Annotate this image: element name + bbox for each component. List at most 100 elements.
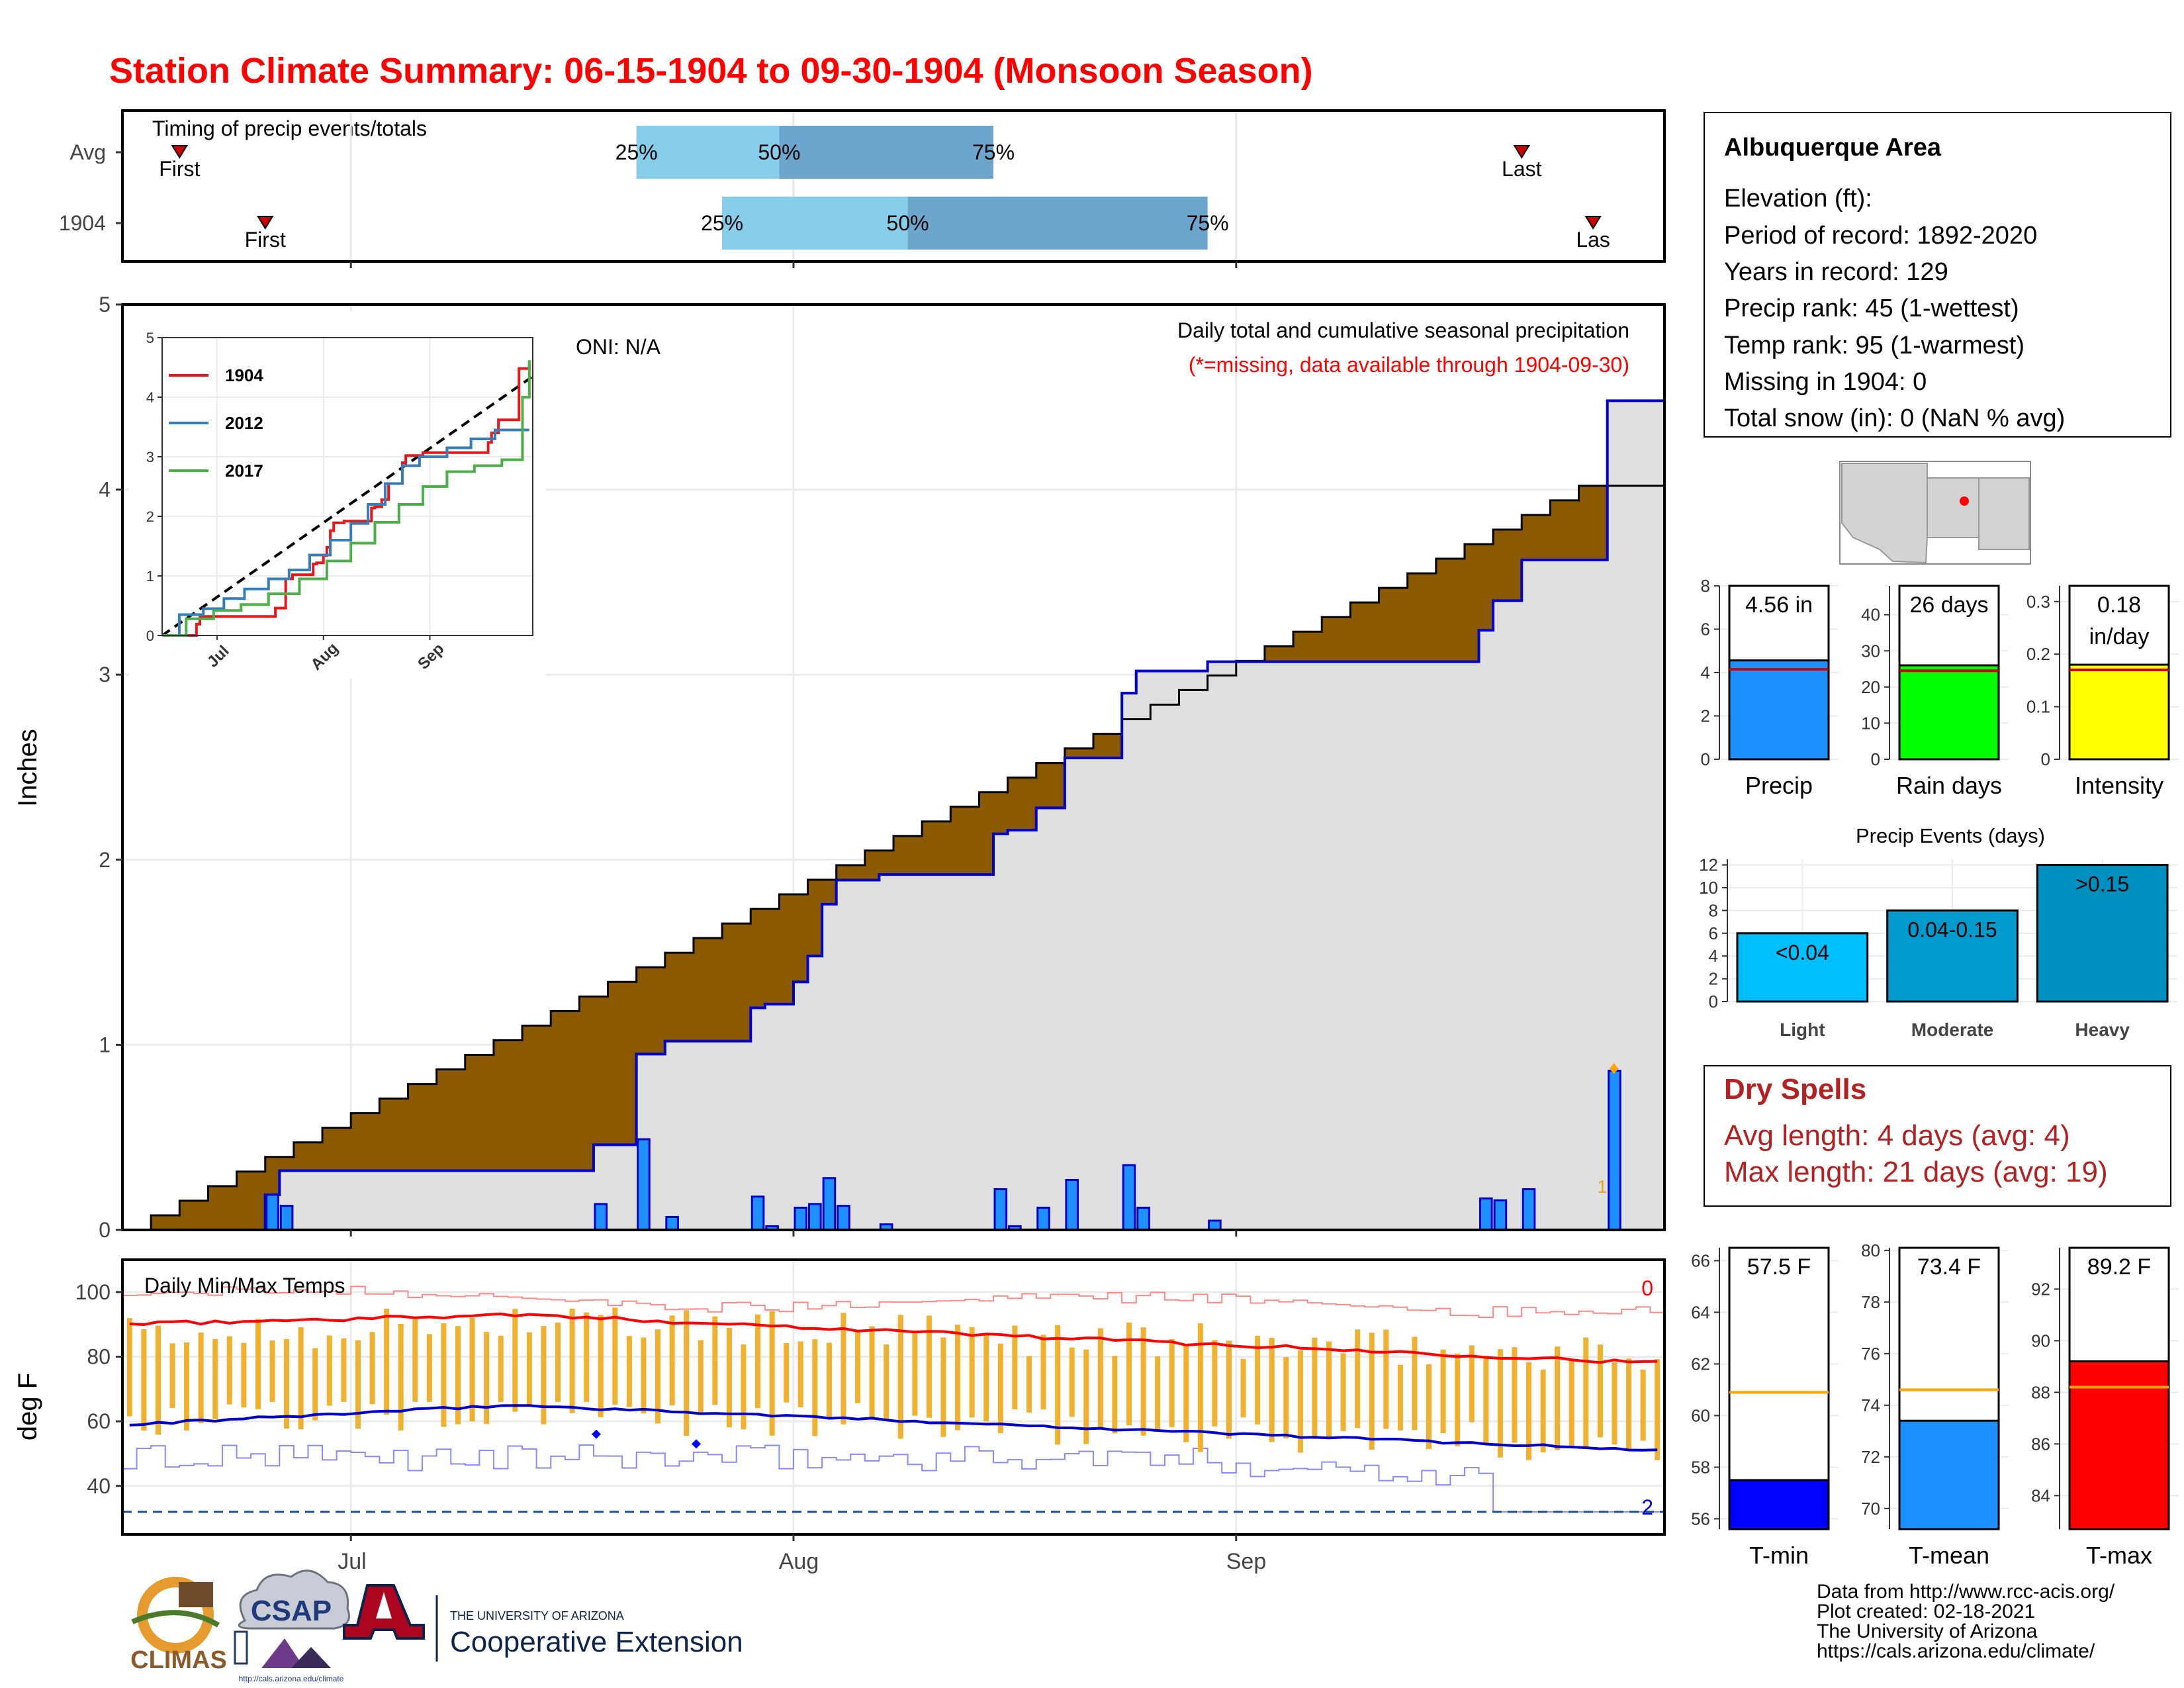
below-average-segment (508, 1040, 523, 1171)
mini-y-tick-label: 84 (2031, 1485, 2050, 1505)
below-average-segment (1578, 485, 1594, 560)
mini-y-tick-label: 0.1 (2026, 697, 2050, 717)
daily-temp-range-bar (669, 1315, 675, 1406)
dry-spells-max: Max length: 21 days (avg: 19) (1724, 1156, 2108, 1188)
daily-temp-range-bar (369, 1332, 375, 1405)
daily-temp-range-bar (1312, 1337, 1318, 1439)
daily-precip-bar (665, 1215, 679, 1231)
station-location-dot (1960, 496, 1969, 506)
inset-y-tick-label: 0 (146, 628, 154, 644)
footer-line: Data from http://www.rcc-acis.org/ (1817, 1581, 2115, 1603)
below-average-segment (864, 850, 880, 880)
mini-y-tick-label: 60 (1691, 1405, 1710, 1425)
last-event-marker-label: Las (1576, 228, 1610, 252)
daily-temp-range-bar (269, 1340, 275, 1402)
below-average-segment (165, 1215, 180, 1230)
first-event-marker (256, 216, 274, 230)
below-average-segment (408, 1084, 423, 1171)
daily-temp-range-bar (141, 1329, 147, 1431)
daily-precip-bar (1522, 1188, 1536, 1231)
below-average-segment (222, 1186, 238, 1230)
events-y-tick-label: 10 (1699, 878, 1718, 898)
below-average-segment (1393, 588, 1408, 662)
daily-temp-range-bar (1112, 1356, 1118, 1434)
daily-temp-range-bar (940, 1337, 946, 1437)
inset-y-tick-label: 1 (146, 568, 154, 585)
event-bar-label: 0.04-0.15 (1907, 917, 1997, 941)
value-label: 73.4 F (1917, 1254, 1981, 1280)
daily-temp-range-bar (741, 1344, 747, 1430)
value-label: 57.5 F (1747, 1254, 1811, 1280)
daily-temp-range-bar (997, 1343, 1003, 1433)
below-average-segment (379, 1098, 394, 1171)
below-average-segment (679, 953, 694, 1041)
daily-temp-range-bar (1126, 1322, 1132, 1426)
mini-chart-label: Intensity (2075, 772, 2163, 799)
daily-precip-bar (1122, 1164, 1136, 1231)
below-average-segment (893, 835, 909, 875)
y-tick-label: 1 (99, 1033, 111, 1056)
daily-temp-range-bar (1040, 1335, 1046, 1410)
y-tick-label: 100 (75, 1280, 111, 1304)
footer-line: Plot created: 02-18-2021 (1817, 1601, 2036, 1622)
daily-temp-range-bar (826, 1342, 832, 1419)
locator-map (1839, 461, 2031, 565)
below-average-segment (1435, 559, 1451, 662)
below-average-segment (565, 1011, 580, 1171)
daily-precip-bar (1036, 1206, 1050, 1231)
below-average-segment (1022, 777, 1037, 831)
inset-series-line-2012 (162, 428, 529, 637)
quartile-bar-upper (907, 197, 1208, 250)
daily-temp-range-bar (384, 1309, 390, 1415)
precip-summary-panel: 4.56 in 0 2 4 6 8 Precip 26 days 0 10 20 30 40 Rain d… (1701, 576, 2179, 799)
below-average-segment (1307, 632, 1322, 662)
cumulative-average-line (122, 485, 1664, 1231)
daily-precip-bar (751, 1196, 765, 1231)
daily-temp-range-bar (498, 1335, 504, 1402)
mini-y-tick-label: 78 (1861, 1292, 1880, 1312)
daily-temp-range-bar (797, 1341, 803, 1407)
daily-temp-range-bar (1540, 1370, 1546, 1453)
timing-row-label-year: 1904 (59, 211, 106, 235)
daily-temp-range-bar (1055, 1325, 1061, 1445)
below-average-segment (907, 835, 923, 875)
mini-chart-label: T-mean (1909, 1542, 1989, 1569)
daily-temp-range-bar (912, 1333, 918, 1416)
mini-chart-label: T-max (2086, 1542, 2152, 1569)
below-average-segment (1364, 602, 1380, 662)
daily-temp-range-bar (884, 1344, 889, 1421)
month-label-aug: Aug (779, 1549, 819, 1574)
daily-temp-range-bar (1455, 1353, 1461, 1446)
event-category-label: Moderate (1911, 1019, 1993, 1040)
daily-temp-range-bar (598, 1315, 604, 1418)
daily-temp-range-bar (1083, 1349, 1089, 1444)
mini-chart-label: Precip (1745, 772, 1813, 799)
daily-temp-range-bar (955, 1325, 961, 1430)
daily-temp-range-bar (426, 1334, 432, 1402)
quartile-label: 50% (758, 140, 800, 164)
daily-temp-range-bar (241, 1342, 247, 1408)
below-average-segment (536, 1025, 551, 1171)
daily-temp-range-bar (812, 1339, 818, 1436)
below-average-segment (793, 894, 809, 982)
below-average-segment (993, 792, 1009, 834)
daily-precip-bar (265, 1194, 279, 1231)
station-name: Albuquerque Area (1724, 134, 1942, 162)
precip-panel-title: Daily total and cumulative seasonal prec… (1177, 318, 1629, 342)
daily-temp-range-bar (212, 1338, 218, 1419)
below-average-segment (493, 1040, 508, 1171)
below-average-segment (436, 1069, 451, 1171)
daily-temp-range-bar (855, 1332, 861, 1403)
daily-temp-range-bar (1383, 1329, 1389, 1429)
below-average-segment (1279, 646, 1294, 662)
daily-precip-bar (1065, 1179, 1079, 1231)
below-average-segment (922, 821, 937, 875)
below-average-segment (1079, 748, 1094, 759)
precip-y-axis-label: Inches (13, 729, 42, 807)
daily-temp-range-bar (1526, 1362, 1532, 1460)
daily-temp-range-bar (784, 1343, 790, 1403)
daily-temp-range-bar (569, 1308, 575, 1413)
below-average-segment (1064, 748, 1079, 759)
footer-line: https://cals.arizona.edu/climate/ (1817, 1640, 2095, 1662)
mini-y-tick-label: 2 (1701, 706, 1710, 726)
